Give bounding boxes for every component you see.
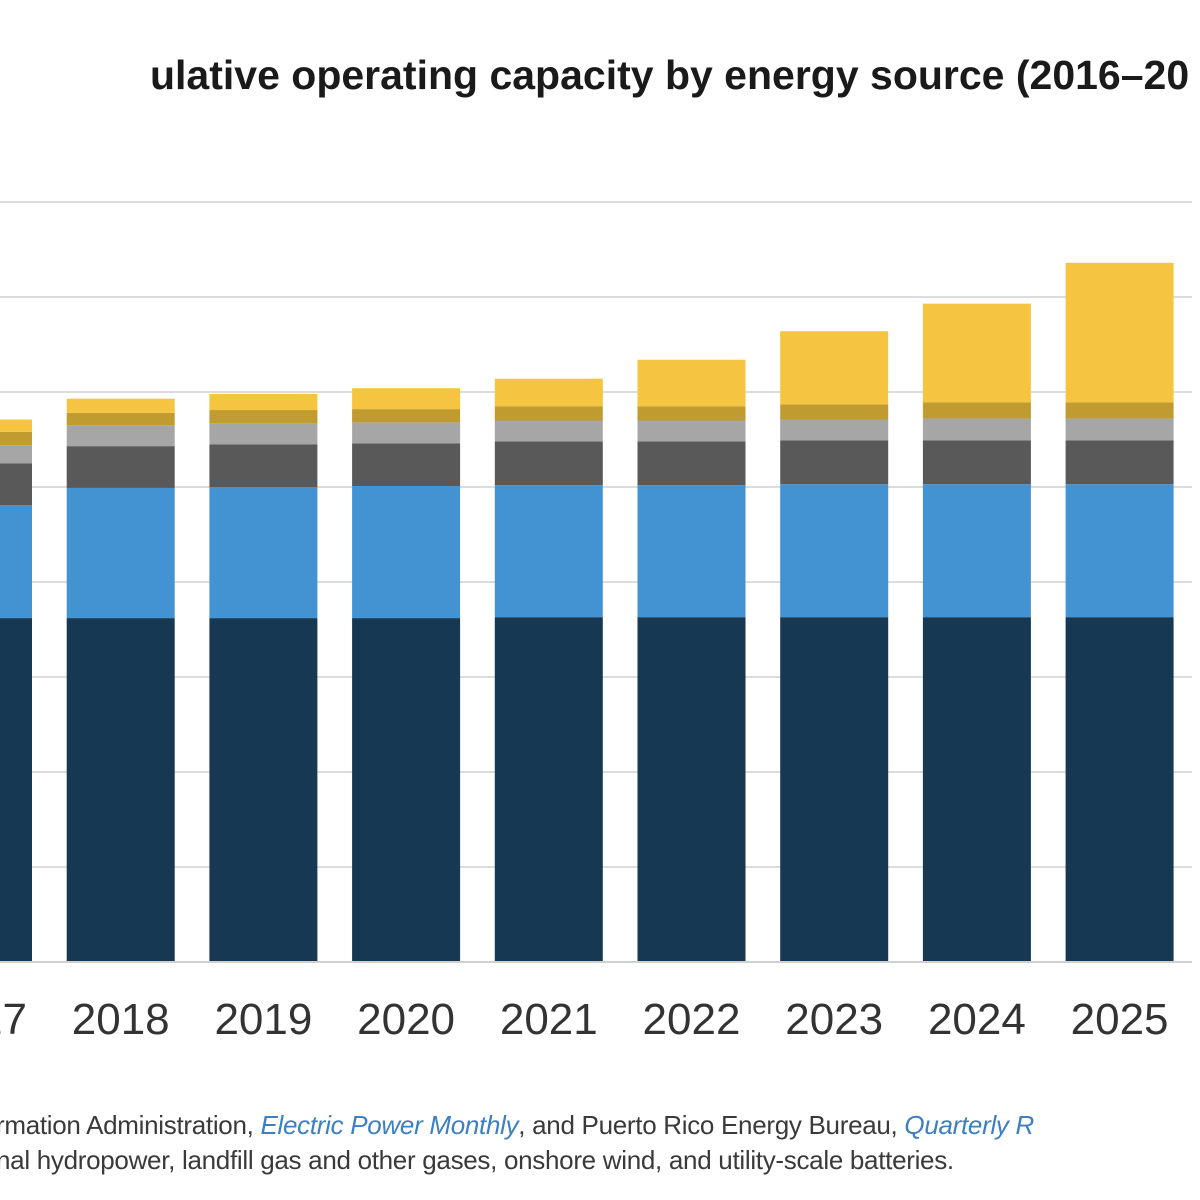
bar-segment-2021-1	[494, 485, 603, 618]
footnote: nal hydropower, landfill gas and other g…	[0, 1145, 954, 1175]
bar-segment-2017-4	[0, 431, 32, 446]
bar-segment-2024-0	[922, 617, 1031, 962]
x-tick-label: 2024	[928, 995, 1026, 1044]
bar-segment-2020-4	[352, 409, 461, 423]
bar-segment-2019-4	[209, 410, 318, 424]
bar-segment-2024-4	[922, 402, 1031, 419]
bar-segment-2020-3	[352, 422, 461, 444]
bar-segment-2025-2	[1065, 440, 1174, 485]
bar-segment-2021-2	[494, 441, 603, 486]
bar-segment-2021-5	[494, 378, 603, 407]
bar-segment-2023-5	[780, 331, 889, 405]
bar-segment-2023-0	[780, 617, 889, 962]
bar-segment-2023-3	[780, 419, 889, 441]
bar-segment-2024-2	[922, 440, 1031, 485]
bar-segment-2022-2	[637, 441, 746, 486]
bar-segment-2017-1	[0, 505, 32, 619]
x-tick-label: 2021	[500, 995, 598, 1044]
bar-segment-2020-0	[352, 618, 461, 962]
x-tick-label: 2022	[643, 995, 741, 1044]
bar-segment-2025-5	[1065, 262, 1174, 403]
bar-segment-2018-5	[66, 398, 175, 413]
bar-segment-2025-1	[1065, 484, 1174, 618]
bar-segment-2025-4	[1065, 402, 1174, 419]
bar-segment-2022-5	[637, 359, 746, 407]
x-tick-label: 2020	[357, 995, 455, 1044]
source-text: rmation Administration,	[0, 1110, 261, 1140]
source-note: rmation Administration, Electric Power M…	[0, 1110, 1034, 1141]
bar-segment-2017-2	[0, 463, 32, 506]
bar-segment-2020-5	[352, 388, 461, 410]
bar-segment-2019-3	[209, 423, 318, 445]
bar-segment-2018-3	[66, 425, 175, 447]
bar-segment-2021-3	[494, 420, 603, 442]
bar-segment-2019-5	[209, 393, 318, 411]
bar-segment-2021-0	[494, 617, 603, 962]
bar-segment-2021-4	[494, 406, 603, 421]
source-text: , and Puerto Rico Energy Bureau,	[518, 1110, 905, 1140]
bar-segment-2018-4	[66, 412, 175, 426]
bar-segment-2017-3	[0, 445, 32, 464]
bar-segment-2023-1	[780, 484, 889, 618]
bar-segment-2023-4	[780, 404, 889, 420]
bar-segment-2020-2	[352, 443, 461, 487]
bar-segment-2017-0	[0, 618, 32, 962]
bar-segment-2025-0	[1065, 617, 1174, 962]
x-tick-label: 2018	[72, 995, 170, 1044]
bar-segment-2024-1	[922, 484, 1031, 618]
x-tick-label: 2025	[1071, 995, 1169, 1044]
bar-segment-2019-0	[209, 618, 318, 962]
bar-segment-2025-3	[1065, 418, 1174, 441]
bar-segment-2024-5	[922, 303, 1031, 403]
bar-segment-2022-4	[637, 406, 746, 421]
bar-segment-2019-2	[209, 444, 318, 487]
bar-segment-2019-1	[209, 487, 318, 619]
x-tick-label: 2017	[0, 995, 27, 1044]
bar-segment-2018-0	[66, 618, 175, 962]
bar-segment-2017-5	[0, 419, 32, 432]
bar-segment-2018-2	[66, 446, 175, 488]
source-link-electric-power-monthly[interactable]: Electric Power Monthly	[260, 1110, 519, 1140]
bar-segment-2022-0	[637, 617, 746, 962]
bar-segment-2023-2	[780, 440, 889, 485]
x-tick-label: 2019	[214, 995, 312, 1044]
bar-segment-2022-1	[637, 485, 746, 618]
bar-segment-2024-3	[922, 418, 1031, 441]
bar-segment-2022-3	[637, 420, 746, 442]
bar-segment-2018-1	[66, 487, 175, 619]
chart-title: ulative operating capacity by energy sou…	[150, 52, 1190, 98]
x-tick-label: 2023	[785, 995, 883, 1044]
bar-segment-2020-1	[352, 486, 461, 619]
stacked-bar-chart: 2017 2018 2019 2020 2021 2022 2023 2024 2025	[0, 201, 1192, 1044]
source-link-quarterly-report[interactable]: Quarterly R	[904, 1110, 1035, 1140]
